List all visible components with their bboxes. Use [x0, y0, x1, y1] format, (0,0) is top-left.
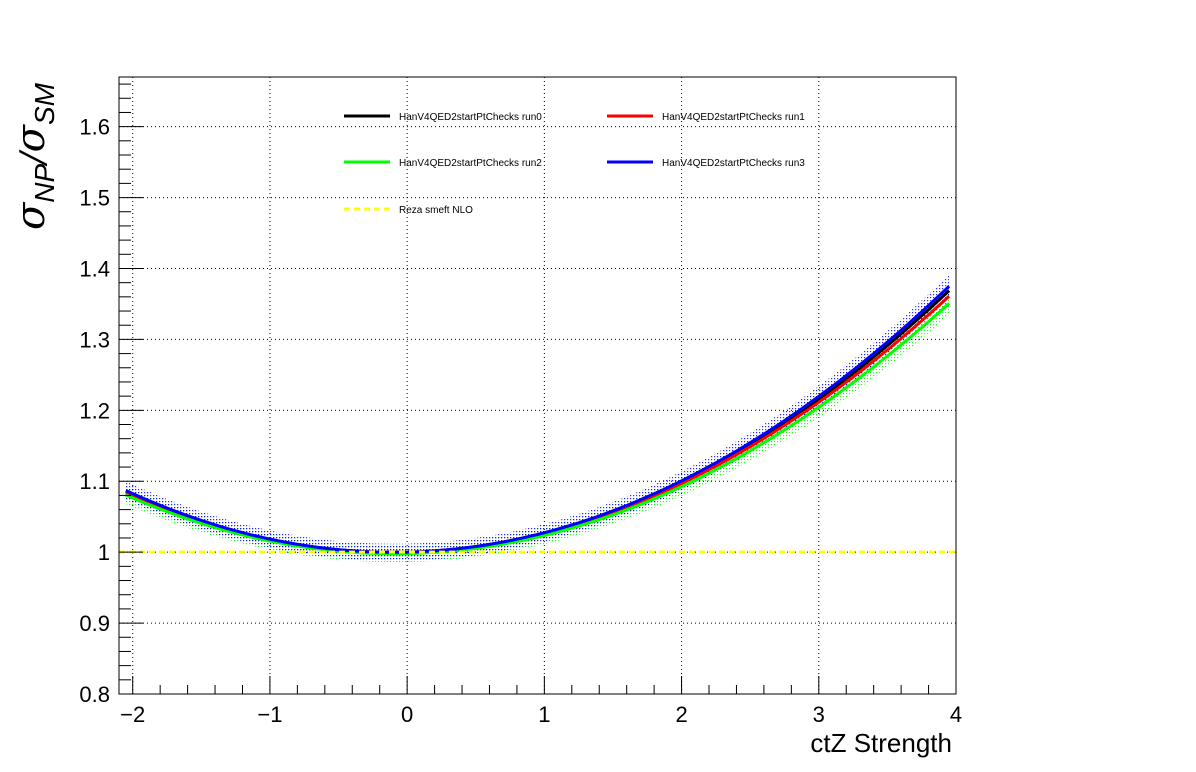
plot-frame — [118, 76, 957, 695]
y-tick-label: 1.6 — [79, 115, 110, 140]
error-band-3 — [125, 274, 950, 561]
axis-ticks — [119, 83, 957, 695]
legend-label-3: HanV4QED2startPtChecks run3 — [662, 158, 805, 169]
legend-label-2: HanV4QED2startPtChecks run2 — [399, 158, 542, 169]
error-bands — [125, 274, 950, 563]
series-curves — [119, 285, 956, 556]
legend: HanV4QED2startPtChecks run0 HanV4QED2star… — [344, 112, 805, 216]
y-tick-label: 0.8 — [79, 682, 110, 707]
x-axis-title: ctZ Strength — [810, 728, 952, 758]
y-tick-label: 1.1 — [79, 469, 110, 494]
x-tick-label: 0 — [401, 702, 413, 727]
x-tick-label: 4 — [950, 702, 962, 727]
x-tick-labels: −2 −1 0 1 2 3 4 — [120, 702, 962, 727]
svg-text:σNP/σSM: σNP/σSM — [8, 82, 60, 230]
legend-label-1: HanV4QED2startPtChecks run1 — [662, 112, 805, 123]
legend-label-0: HanV4QED2startPtChecks run0 — [399, 112, 542, 123]
ylabel-den-sub: SM — [29, 82, 60, 125]
y-tick-label: 1.5 — [79, 186, 110, 211]
series-line-3 — [125, 285, 951, 554]
y-tick-label: 0.9 — [79, 611, 110, 636]
y-tick-label: 1.2 — [79, 398, 110, 423]
error-band-1 — [125, 288, 950, 558]
ylabel-sigma-2: σ — [8, 123, 54, 152]
error-band-2 — [125, 291, 950, 563]
y-axis-title: σNP/σSM — [8, 82, 60, 230]
x-tick-label: 1 — [538, 702, 550, 727]
legend-label-4: Reza smeft NLO — [399, 205, 473, 216]
y-tick-label: 1 — [98, 540, 110, 565]
grid — [119, 77, 956, 694]
ylabel-num-sub: NP — [29, 163, 60, 202]
x-tick-label: 2 — [675, 702, 687, 727]
x-tick-label: 3 — [813, 702, 825, 727]
ylabel-sep: / — [13, 149, 53, 167]
ylabel-sigma: σ — [8, 201, 54, 230]
x-tick-label: −2 — [120, 702, 145, 727]
x-tick-label: −1 — [257, 702, 282, 727]
series-line-0 — [125, 289, 951, 554]
series-line-2 — [125, 302, 951, 556]
y-tick-label: 1.3 — [79, 327, 110, 352]
y-tick-label: 1.4 — [79, 256, 110, 281]
y-tick-labels: 0.8 0.9 1 1.1 1.2 1.3 1.4 1.5 1.6 — [79, 115, 110, 707]
series-line-1 — [125, 294, 951, 554]
